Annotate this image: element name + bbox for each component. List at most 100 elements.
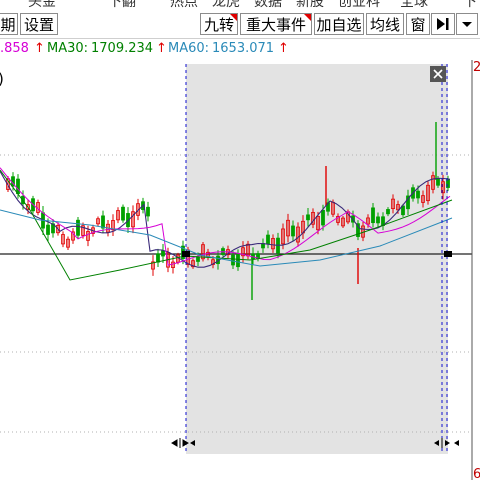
candle-body <box>156 253 160 263</box>
candle-body <box>401 205 405 216</box>
candle-body <box>441 181 445 194</box>
ma30-label: MA30: <box>47 41 89 56</box>
candle-body <box>266 234 270 245</box>
candle-body <box>116 210 120 221</box>
forward-icon <box>437 18 449 30</box>
ma30-up-arrow: ↑ <box>156 41 167 56</box>
toolbar-clipped-item[interactable]: 下 <box>463 0 477 10</box>
candle-body <box>196 256 200 262</box>
candle-body <box>426 184 430 202</box>
candle-body <box>46 224 50 235</box>
candle-body <box>391 198 395 210</box>
toolbar-clipped-item[interactable]: 全球 <box>400 0 428 10</box>
candle-body <box>356 223 360 237</box>
moving-average-legend: .858 ↑ MA30: 1709.234 ↑ MA60: 1653.071 ↑ <box>0 38 480 60</box>
ma60-value: 1653.071 <box>212 41 275 56</box>
candle-body <box>341 217 345 227</box>
dropdown-icon <box>462 22 472 27</box>
candle-body <box>191 260 195 268</box>
candle-body <box>146 206 150 217</box>
nine-turn-label: 九转 <box>203 16 234 34</box>
ma20-value: .858 <box>0 41 29 56</box>
collapse-icon[interactable] <box>430 66 446 82</box>
ma20-line <box>0 167 451 266</box>
candle-body <box>6 178 10 190</box>
candle-body <box>171 261 175 268</box>
candle-body <box>421 195 425 203</box>
candle-body <box>201 244 205 260</box>
candle-body <box>286 219 290 237</box>
major-events-button[interactable]: 重大事件 <box>240 13 312 35</box>
ma30-value: 1709.234 <box>91 41 154 56</box>
candle-body <box>151 261 155 270</box>
candle-body <box>291 225 295 237</box>
candle-body <box>96 218 100 225</box>
candle-body <box>306 214 310 221</box>
candle-body <box>236 253 240 268</box>
candle-body <box>431 175 435 190</box>
candle-body <box>321 209 325 226</box>
candle-body <box>371 207 375 224</box>
candle-body <box>311 211 315 225</box>
candle-body <box>241 247 245 257</box>
candle-body <box>296 226 300 243</box>
ma60-up-arrow: ↑ <box>278 41 289 56</box>
toolbar-clipped-item[interactable]: 头金 <box>28 0 56 10</box>
candle-body <box>61 234 65 245</box>
candle-body <box>271 238 275 250</box>
period-button[interactable]: 期 <box>0 13 18 35</box>
right-axis-bottom-label: 6 <box>473 467 480 480</box>
candle-body <box>281 228 285 245</box>
toolbar-clipped-item[interactable]: 龙虎 <box>212 0 240 10</box>
candle-body <box>231 254 235 266</box>
candle-body <box>101 215 105 229</box>
settings-button[interactable]: 设置 <box>20 13 58 35</box>
candle-body <box>336 215 340 223</box>
ma60-line <box>0 209 453 267</box>
candle-body <box>211 259 215 265</box>
range-start-dot <box>182 251 190 257</box>
toolbar-clipped-item[interactable]: 新股 <box>296 0 324 10</box>
toolbar-clipped-item[interactable]: 下翻 <box>108 0 136 10</box>
candle-body <box>16 178 20 195</box>
candle-body <box>56 224 60 234</box>
flag-icon <box>230 14 237 21</box>
forward-button[interactable] <box>431 13 455 35</box>
candle-body <box>131 211 135 228</box>
range-handle-icon[interactable] <box>171 438 195 448</box>
candle-body <box>386 209 390 215</box>
major-events-label: 重大事件 <box>245 16 306 34</box>
candle-body <box>111 220 115 231</box>
flag-icon <box>304 14 311 21</box>
candle-body <box>316 215 320 231</box>
candle-body <box>26 204 30 210</box>
toolbar-clipped-item[interactable]: 创业科 <box>338 0 380 10</box>
ma60-label: MA60: <box>168 41 210 56</box>
candle-body <box>376 216 380 224</box>
candle-body <box>76 219 80 236</box>
toolbar-clipped-item[interactable]: 数据 <box>254 0 282 10</box>
candle-body <box>436 178 440 186</box>
nine-turn-button[interactable]: 九转 <box>200 13 238 35</box>
candle-body <box>86 231 90 241</box>
add-watchlist-button[interactable]: 加自选 <box>314 13 364 35</box>
moving-average-button[interactable]: 均线 <box>366 13 404 35</box>
candle-body <box>71 231 75 241</box>
toolbar-clipped-item[interactable]: 热点 <box>170 0 198 10</box>
candle-body <box>406 195 410 210</box>
kline-chart[interactable]: ) 2 6 <box>0 60 480 480</box>
selected-range <box>186 64 448 454</box>
candle-body <box>161 250 165 257</box>
candle-body <box>396 204 400 211</box>
candle-body <box>366 217 370 225</box>
ma20-up-arrow: ↑ <box>34 41 45 56</box>
right-axis-top-label: 2 <box>473 60 480 75</box>
range-handle-icon[interactable] <box>434 438 459 448</box>
chart-toolbar: 头金 下翻 热点 龙虎 数据 新股 创业科 全球 下 期 设置 九转 重大事件 … <box>0 0 480 39</box>
left-axis-glyph: ) <box>0 70 4 88</box>
dropdown-button[interactable] <box>456 13 478 35</box>
candle-body <box>66 238 70 248</box>
candle-body <box>81 225 85 236</box>
window-button[interactable]: 窗 <box>406 13 430 35</box>
candle-body <box>416 190 420 199</box>
